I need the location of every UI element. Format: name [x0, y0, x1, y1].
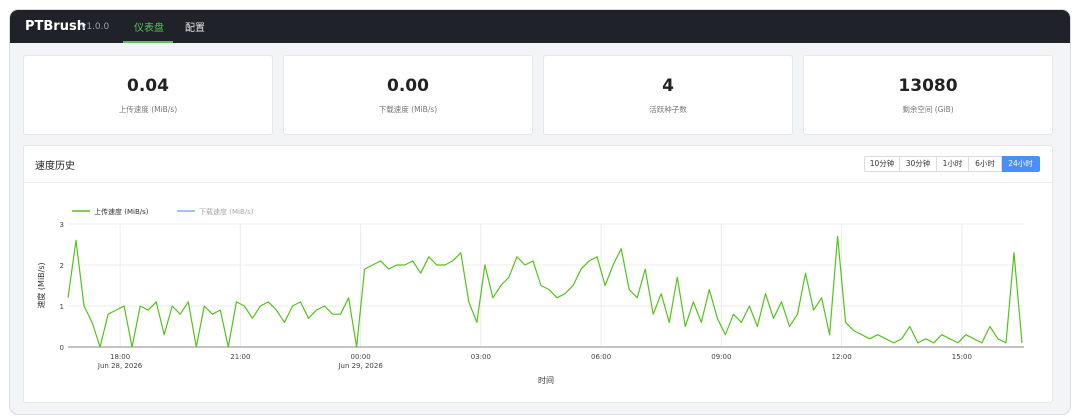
stat-card-download: 0.00 下载速度 (MiB/s)	[283, 55, 533, 135]
stat-value: 0.04	[127, 76, 169, 96]
stat-card-upload: 0.04 上传速度 (MiB/s)	[23, 55, 273, 135]
chart-grid	[68, 223, 1024, 348]
y-tick-label: 2	[60, 262, 64, 270]
nav-tab-dashboard[interactable]: 仪表盘	[134, 23, 164, 34]
series-line-0	[67, 235, 1023, 348]
panel-title: 速度历史	[35, 161, 75, 172]
stat-card-active-torrents: 4 活跃种子数	[543, 55, 793, 135]
chart-legend: 上传速度 (MiB/s) 下载速度 (MiB/s)	[72, 207, 254, 216]
time-range-selector: 10分钟 30分钟 1小时 6小时 24小时	[864, 156, 1040, 172]
stat-value: 13080	[898, 76, 958, 96]
x-tick-label: 12:00	[832, 353, 852, 361]
x-tick-label: 21:00	[230, 353, 250, 361]
brand-logo: PTBrush	[25, 19, 86, 34]
x-tick-label: 00:00	[351, 353, 371, 361]
x-tick-label: 09:00	[711, 353, 731, 361]
y-axis-title: 速度 (MiB/s)	[36, 262, 46, 308]
stat-label: 剩余空间 (GiB)	[902, 105, 954, 114]
x-tick-label: 03:00	[471, 353, 491, 361]
x-axis-title: 时间	[538, 375, 554, 385]
range-24h-button[interactable]: 24小时	[1002, 156, 1040, 172]
stat-value: 4	[662, 76, 674, 96]
stat-label: 上传速度 (MiB/s)	[118, 105, 178, 114]
range-1h-button[interactable]: 1小时	[937, 156, 969, 172]
chart-series	[67, 235, 1023, 348]
active-tab-indicator	[123, 41, 173, 43]
nav-tab-config[interactable]: 配置	[185, 23, 205, 34]
x-tick-label: 18:00	[110, 353, 130, 361]
y-tick-label: 1	[60, 303, 64, 311]
app-window: PTBrush v1.0.0 仪表盘 配置 0.04 上传速度 (MiB/s) …	[10, 10, 1070, 414]
stat-label: 下载速度 (MiB/s)	[378, 105, 438, 114]
x-tick-sublabel: Jun 28, 2026	[97, 362, 143, 370]
range-10min-button[interactable]: 10分钟	[864, 156, 900, 172]
y-tick-label: 3	[60, 221, 64, 229]
stat-label: 活跃种子数	[649, 105, 687, 114]
panel-divider	[24, 182, 1052, 183]
x-tick-label: 06:00	[591, 353, 611, 361]
legend-label-1: 下载速度 (MiB/s)	[199, 207, 254, 216]
app-version: v1.0.0	[81, 22, 110, 32]
top-navbar: PTBrush v1.0.0 仪表盘 配置	[10, 10, 1070, 43]
x-tick-label: 15:00	[952, 353, 972, 361]
y-tick-label: 0	[60, 344, 64, 352]
x-tick-sublabel: Jun 29, 2026	[337, 362, 383, 370]
speed-history-panel: 速度历史 10分钟 30分钟 1小时 6小时 24小时 0 1 2 3 18:00 Jun…	[23, 145, 1053, 403]
range-6h-button[interactable]: 6小时	[969, 156, 1002, 172]
stat-value: 0.00	[387, 76, 429, 96]
legend-label-0: 上传速度 (MiB/s)	[94, 207, 149, 216]
stat-card-free-space: 13080 剩余空间 (GiB)	[803, 55, 1053, 135]
range-30min-button[interactable]: 30分钟	[900, 156, 937, 172]
